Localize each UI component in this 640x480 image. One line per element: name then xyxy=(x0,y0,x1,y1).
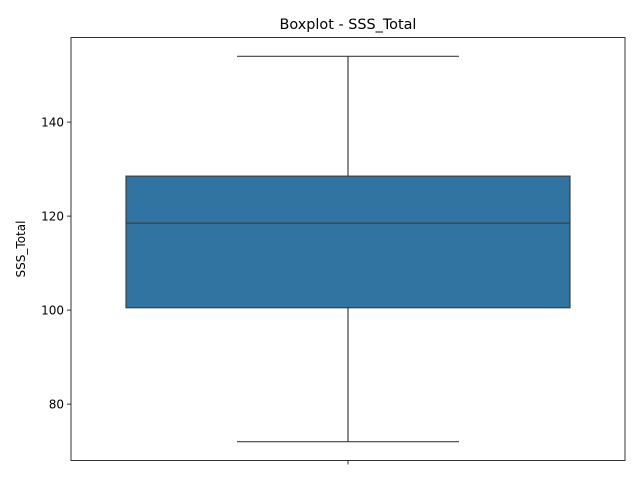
chart-title: Boxplot - SSS_Total xyxy=(280,17,417,33)
y-axis-label: SSS_Total xyxy=(14,221,28,278)
y-tick-label: 140 xyxy=(41,115,64,129)
y-axis-ticks: 80 100 120 140 xyxy=(41,115,71,411)
y-tick-label: 100 xyxy=(41,303,64,317)
interquartile-box xyxy=(125,175,571,309)
y-tick-label: 80 xyxy=(49,397,64,411)
y-tick-label: 120 xyxy=(41,209,64,223)
plot-area xyxy=(125,55,571,443)
